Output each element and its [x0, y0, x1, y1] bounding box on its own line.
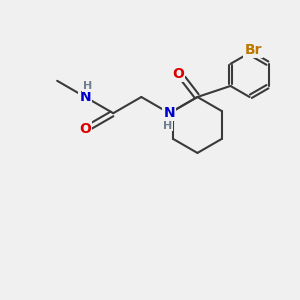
Text: O: O	[172, 67, 184, 81]
Text: N: N	[164, 106, 175, 120]
Text: O: O	[79, 122, 91, 136]
Text: Br: Br	[244, 43, 262, 57]
Text: N: N	[80, 90, 91, 104]
Text: H: H	[83, 81, 92, 91]
Text: H: H	[163, 121, 172, 130]
